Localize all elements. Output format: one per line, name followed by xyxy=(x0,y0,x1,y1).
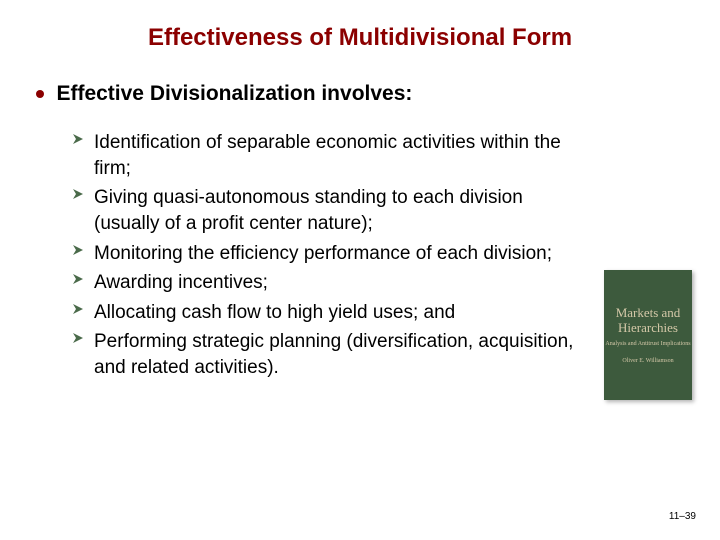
heading-text: Effective Divisionalization involves: xyxy=(56,82,412,105)
page-number: 11–39 xyxy=(669,511,696,522)
list-item-text: Giving quasi-autonomous standing to each… xyxy=(94,187,523,234)
list-item-text: Monitoring the efficiency performance of… xyxy=(94,243,552,264)
list-item: Giving quasi-autonomous standing to each… xyxy=(72,185,590,236)
list-item: Monitoring the efficiency performance of… xyxy=(72,241,590,267)
list-item: Identification of separable economic act… xyxy=(72,130,590,181)
list-item: Allocating cash flow to high yield uses;… xyxy=(72,300,590,326)
book-subtitle: Analysis and Antitrust Implications xyxy=(605,341,690,348)
list-item: Performing strategic planning (diversifi… xyxy=(72,329,590,380)
book-author: Oliver E. Williamson xyxy=(622,358,673,364)
heading-row: Effective Divisionalization involves: xyxy=(0,82,720,130)
arrow-right-icon xyxy=(72,332,84,344)
list-item: Awarding incentives; xyxy=(72,270,590,296)
arrow-right-icon xyxy=(72,188,84,200)
slide-title: Effectiveness of Multidivisional Form xyxy=(0,0,720,82)
arrow-right-icon xyxy=(72,244,84,256)
book-title: Markets and Hierarchies xyxy=(604,306,692,335)
list-item-text: Identification of separable economic act… xyxy=(94,132,561,179)
list-item-text: Allocating cash flow to high yield uses;… xyxy=(94,302,455,323)
book-cover-image: Markets and Hierarchies Analysis and Ant… xyxy=(604,270,692,400)
arrow-right-icon xyxy=(72,133,84,145)
list-item-text: Awarding incentives; xyxy=(94,272,268,293)
arrow-right-icon xyxy=(72,273,84,285)
list-item-text: Performing strategic planning (diversifi… xyxy=(94,331,573,378)
arrow-right-icon xyxy=(72,303,84,315)
bullet-icon xyxy=(36,90,44,98)
